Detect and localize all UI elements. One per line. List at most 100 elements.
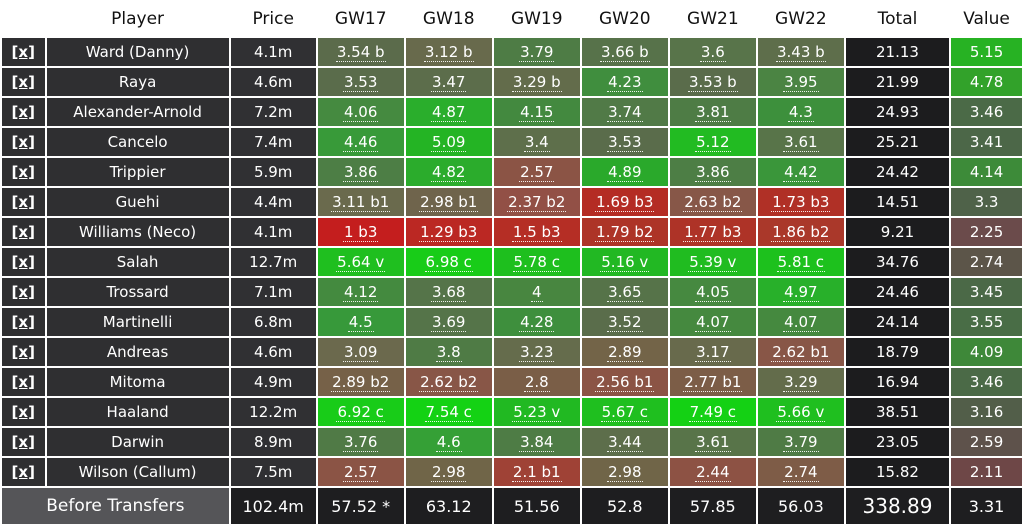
remove-player-button[interactable]: [x] (11, 133, 35, 151)
gw-points-value[interactable]: 4.07 (695, 313, 731, 332)
gw-points-value[interactable]: 3.95 (783, 73, 819, 92)
gw-points-value[interactable]: 5.64 v (336, 253, 386, 272)
gw-points-value[interactable]: 4.5 (347, 313, 374, 332)
gw-points-value[interactable]: 5.78 c (512, 253, 561, 272)
gw-points-value[interactable]: 4.82 (431, 163, 467, 182)
gw-points-value[interactable]: 3.47 (431, 73, 467, 92)
gw-points-value[interactable]: 3.09 (343, 343, 379, 362)
gw-points-value[interactable]: 1.69 b3 (595, 193, 655, 212)
gw-points-value[interactable]: 7.49 c (688, 403, 738, 422)
gw-points-value[interactable]: 3.69 (431, 313, 467, 332)
gw-points-value[interactable]: 2.62 b2 (419, 373, 479, 392)
gw-points-value[interactable]: 1.5 b3 (511, 223, 562, 242)
gw-points-value[interactable]: 3.76 (343, 433, 379, 452)
gw-points-value[interactable]: 4.12 (343, 283, 379, 302)
remove-player-button[interactable]: [x] (11, 163, 35, 181)
gw-points-value[interactable]: 3.12 b (423, 43, 474, 62)
gw-points-value[interactable]: 1.86 b2 (771, 223, 831, 242)
gw-points-value[interactable]: 5.39 v (688, 253, 738, 272)
gw-points-value[interactable]: 2.98 (431, 463, 467, 482)
gw-points-value[interactable]: 3.84 (519, 433, 555, 452)
gw-points-value[interactable]: 2.56 b1 (595, 373, 655, 392)
gw-points-value[interactable]: 2.57 (519, 163, 555, 182)
gw-points-value[interactable]: 4.06 (343, 103, 379, 122)
gw-points-value[interactable]: 3.86 (343, 163, 379, 182)
gw-points-value[interactable]: 2.62 b1 (771, 343, 831, 362)
remove-player-button[interactable]: [x] (11, 463, 35, 481)
gw-points-value[interactable]: 2.89 (607, 343, 643, 362)
remove-player-button[interactable]: [x] (11, 343, 35, 361)
remove-player-button[interactable]: [x] (11, 43, 35, 61)
gw-points-value[interactable]: 3.23 (519, 343, 555, 362)
remove-player-button[interactable]: [x] (11, 103, 35, 121)
gw-points-value[interactable]: 2.77 b1 (683, 373, 743, 392)
gw-points-value[interactable]: 5.16 v (600, 253, 650, 272)
gw-points-value[interactable]: 3.11 b1 (331, 193, 391, 212)
gw-points-value[interactable]: 1.79 b2 (595, 223, 655, 242)
gw-points-value[interactable]: 1.73 b3 (771, 193, 831, 212)
remove-player-button[interactable]: [x] (11, 283, 35, 301)
gw-points-value[interactable]: 4.89 (607, 163, 643, 182)
gw-points-value[interactable]: 3.68 (431, 283, 467, 302)
gw-points-value[interactable]: 2.8 (523, 373, 550, 392)
remove-player-button[interactable]: [x] (11, 313, 35, 331)
gw-points-value[interactable]: 3.8 (435, 343, 462, 362)
gw-points-value[interactable]: 1.29 b3 (419, 223, 479, 242)
gw-points-value[interactable]: 4.87 (431, 103, 467, 122)
gw-points-value[interactable]: 5.66 v (776, 403, 826, 422)
remove-player-button[interactable]: [x] (11, 433, 35, 451)
gw-points-value[interactable]: 3.61 (783, 133, 819, 152)
gw-points-value[interactable]: 3.54 b (335, 43, 386, 62)
gw-points-value[interactable]: 2.63 b2 (683, 193, 743, 212)
gw-points-value[interactable]: 4.42 (783, 163, 819, 182)
gw-points-value[interactable]: 4.07 (783, 313, 819, 332)
remove-player-button[interactable]: [x] (11, 373, 35, 391)
gw-points-value[interactable]: 3.4 (523, 133, 550, 152)
gw-points-value[interactable]: 5.12 (695, 133, 731, 152)
remove-player-button[interactable]: [x] (11, 223, 35, 241)
gw-points-value[interactable]: 4.05 (695, 283, 731, 302)
gw-points-value[interactable]: 6.92 c (336, 403, 385, 422)
gw-points-value[interactable]: 3.81 (695, 103, 731, 122)
gw-points-value[interactable]: 3.79 (783, 433, 819, 452)
gw-points-value[interactable]: 4 (530, 283, 543, 302)
remove-player-button[interactable]: [x] (11, 193, 35, 211)
gw-points-value[interactable]: 2.98 (607, 463, 643, 482)
gw-points-value[interactable]: 4.28 (519, 313, 555, 332)
gw-points-value[interactable]: 3.29 (783, 373, 819, 392)
gw-points-value[interactable]: 2.57 (343, 463, 379, 482)
gw-points-value[interactable]: 1 b3 (343, 223, 379, 242)
gw-points-value[interactable]: 3.74 (607, 103, 643, 122)
gw-points-value[interactable]: 1.77 b3 (683, 223, 743, 242)
gw-points-value[interactable]: 7.54 c (424, 403, 473, 422)
gw-points-value[interactable]: 2.89 b2 (331, 373, 391, 392)
gw-points-value[interactable]: 6.98 c (424, 253, 473, 272)
gw-points-value[interactable]: 3.17 (695, 343, 731, 362)
remove-player-button[interactable]: [x] (11, 73, 35, 91)
gw-points-value[interactable]: 3.6 (699, 43, 726, 62)
gw-points-value[interactable]: 3.61 (695, 433, 731, 452)
gw-points-value[interactable]: 5.23 v (512, 403, 562, 422)
remove-player-button[interactable]: [x] (11, 403, 35, 421)
gw-points-value[interactable]: 4.15 (519, 103, 555, 122)
gw-points-value[interactable]: 3.53 (343, 73, 379, 92)
gw-points-value[interactable]: 3.53 b (687, 73, 738, 92)
gw-points-value[interactable]: 3.52 (607, 313, 643, 332)
gw-points-value[interactable]: 3.29 b (511, 73, 562, 92)
gw-points-value[interactable]: 2.1 b1 (511, 463, 562, 482)
gw-points-value[interactable]: 3.43 b (776, 43, 826, 62)
gw-points-value[interactable]: 3.86 (695, 163, 731, 182)
gw-points-value[interactable]: 4.97 (783, 283, 819, 302)
gw-points-value[interactable]: 2.74 (783, 463, 819, 482)
gw-points-value[interactable]: 4.3 (787, 103, 814, 122)
gw-points-value[interactable]: 3.66 b (599, 43, 650, 62)
gw-points-value[interactable]: 5.81 c (776, 253, 826, 272)
gw-points-value[interactable]: 4.6 (435, 433, 462, 452)
gw-points-value[interactable]: 4.46 (343, 133, 379, 152)
remove-player-button[interactable]: [x] (11, 253, 35, 271)
gw-points-value[interactable]: 2.44 (695, 463, 731, 482)
gw-points-value[interactable]: 3.79 (519, 43, 555, 62)
gw-points-value[interactable]: 2.37 b2 (507, 193, 567, 212)
gw-points-value[interactable]: 3.44 (607, 433, 643, 452)
gw-points-value[interactable]: 3.65 (607, 283, 643, 302)
